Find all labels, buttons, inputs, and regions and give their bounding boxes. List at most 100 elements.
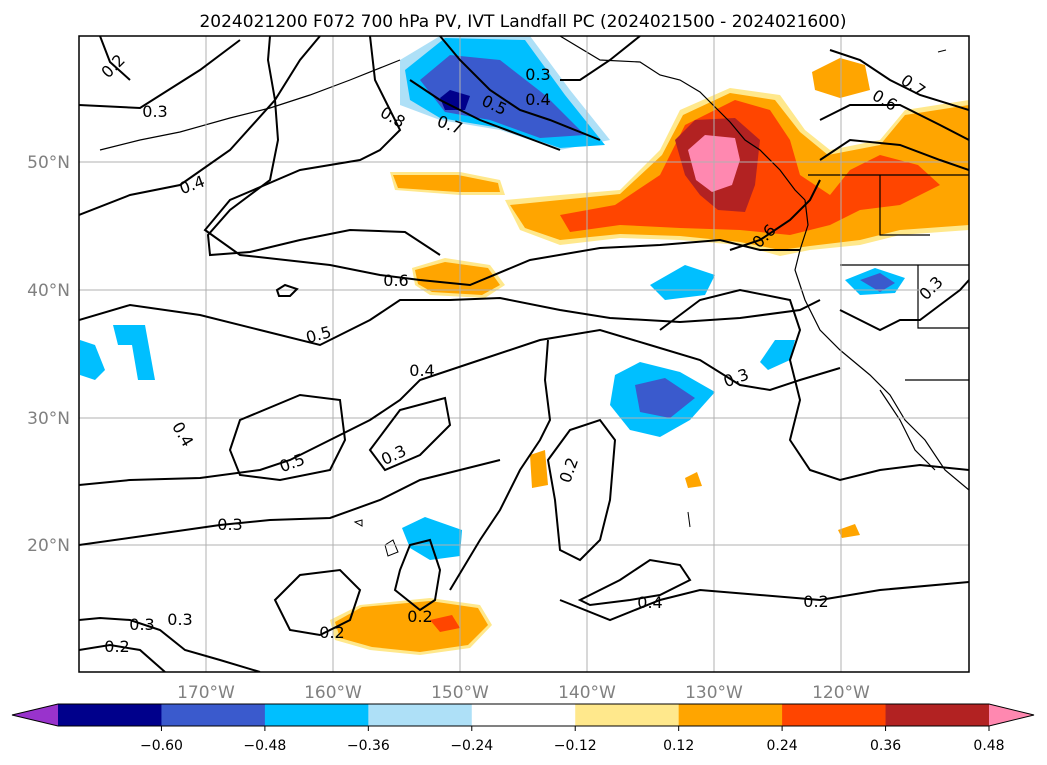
- contour-line: [79, 459, 501, 546]
- shade-subtrop-red: [430, 615, 460, 632]
- contour-label: 0.3: [142, 102, 167, 121]
- contour-line: [368, 396, 452, 472]
- map-frame: [78, 35, 970, 673]
- positive-shading: [330, 58, 969, 655]
- contour-line: [393, 538, 442, 612]
- colorbar-segment: [58, 704, 162, 726]
- contour-label: 0.3: [217, 515, 242, 534]
- contour-line: [449, 339, 552, 591]
- colorbar-segment: [575, 704, 680, 726]
- colorbar-tick-label: −0.24: [450, 738, 493, 754]
- shade-40n-cyan: [650, 265, 715, 300]
- shade-20n-east-orange: [838, 524, 860, 538]
- island-hawaii: [384, 539, 399, 557]
- colorbar-extend-min: [12, 704, 58, 726]
- contour-line: [839, 279, 969, 332]
- contour-line: [79, 296, 821, 347]
- contour-label: 0.4: [637, 593, 662, 612]
- contour-label: 0.4: [409, 361, 434, 380]
- colorbar-outline: [11, 703, 1035, 727]
- contour-line: [409, 79, 561, 151]
- contour-line: [439, 36, 601, 141]
- colorbar-tick-label: 0.24: [767, 738, 798, 754]
- colorbar-tick-label: −0.60: [140, 738, 183, 754]
- contour-line: [560, 36, 641, 81]
- lon-label-130w: 130°W: [685, 683, 743, 703]
- contour-line: [577, 558, 692, 607]
- contour-label: 0.6: [383, 271, 408, 290]
- colorbar-tick-label: −0.12: [554, 738, 597, 754]
- contour-line: [819, 138, 969, 171]
- coast-aleutians: [99, 59, 401, 151]
- shade-45n-orange: [393, 175, 500, 192]
- contour-label: 0.2: [319, 623, 344, 642]
- colorbar-segment: [161, 704, 266, 726]
- contour-label: 0.3: [525, 65, 550, 84]
- contour-line: [228, 393, 347, 482]
- lon-label-120w: 120°W: [812, 683, 870, 703]
- shade-west2-cyan: [113, 325, 155, 380]
- contour-line: [659, 288, 969, 482]
- pv-contours: [79, 36, 969, 672]
- contour-line: [275, 283, 299, 297]
- shade-25n-east-orange: [685, 472, 702, 488]
- coast-alaska: [559, 36, 806, 201]
- shade-north-pacific-navy: [440, 90, 470, 110]
- border-states-2: [917, 265, 969, 329]
- contour-label: 0.4: [525, 90, 550, 109]
- contour-line: [79, 36, 321, 216]
- colorbar-segment: [471, 704, 576, 726]
- shade-ca-blue: [860, 273, 895, 292]
- shade-40n-orange2: [415, 262, 500, 295]
- shade-midpac-blue: [635, 378, 695, 418]
- contour-line: [206, 36, 441, 257]
- colorbar: −0.60 −0.48 −0.36 −0.24 −0.12 0.12 0.24 0.36 0.4…: [11, 703, 1035, 754]
- island-small-3: [937, 49, 947, 53]
- shade-hawaii-cyan: [402, 517, 462, 560]
- colorbar-segment: [368, 704, 473, 726]
- contour-line: [99, 36, 131, 81]
- contour-line: [203, 36, 800, 287]
- shade-25n-orange: [530, 450, 548, 488]
- contour-line: [79, 328, 841, 486]
- colorbar-tick-label: 0.36: [870, 738, 901, 754]
- map-title: 2024021200 F072 700 hPa PV, IVT Landfall…: [199, 12, 846, 32]
- contour-label: 0.3: [167, 610, 192, 629]
- contour-line: [79, 643, 166, 672]
- lat-label-30n: 30°N: [27, 409, 70, 429]
- colorbar-segment: [264, 704, 369, 726]
- coast-baja: [879, 389, 936, 471]
- contour-line: [546, 418, 617, 562]
- contour-line: [729, 179, 821, 251]
- lon-label-160w: 160°W: [304, 683, 362, 703]
- colorbar-segment: [885, 704, 990, 726]
- lon-label-140w: 140°W: [558, 683, 616, 703]
- contour-line: [79, 39, 241, 110]
- lon-label-150w: 150°W: [431, 683, 489, 703]
- shade-subtrop-orange: [335, 601, 488, 652]
- colorbar-extend-max: [989, 704, 1034, 726]
- island-small-1: [353, 519, 363, 527]
- contour-line: [829, 49, 969, 111]
- lat-label-40n: 40°N: [27, 281, 70, 301]
- contour-label: 0.2: [407, 607, 432, 626]
- gridlines: [79, 36, 969, 672]
- contour-label: 0.2: [803, 592, 828, 611]
- contour-line: [79, 616, 261, 672]
- colorbar-tick-label: −0.36: [347, 738, 390, 754]
- islands: [353, 49, 947, 557]
- shade-35n-cyan: [760, 340, 795, 370]
- colorbar-segment: [782, 704, 887, 726]
- lon-label-170w: 170°W: [177, 683, 235, 703]
- border-states-3: [879, 175, 930, 236]
- colorbar-segment: [678, 704, 783, 726]
- shade-west-cyan: [80, 340, 105, 380]
- contour-line: [559, 581, 969, 622]
- colorbar-tick-label: 0.48: [973, 738, 1004, 754]
- map-background: [79, 36, 969, 672]
- lat-label-50n: 50°N: [27, 153, 70, 173]
- island-small-2: [687, 511, 691, 528]
- lat-labels: 50°N 40°N 30°N 20°N: [27, 153, 70, 556]
- contour-label: 0.2: [104, 637, 129, 656]
- contour-line: [819, 104, 969, 141]
